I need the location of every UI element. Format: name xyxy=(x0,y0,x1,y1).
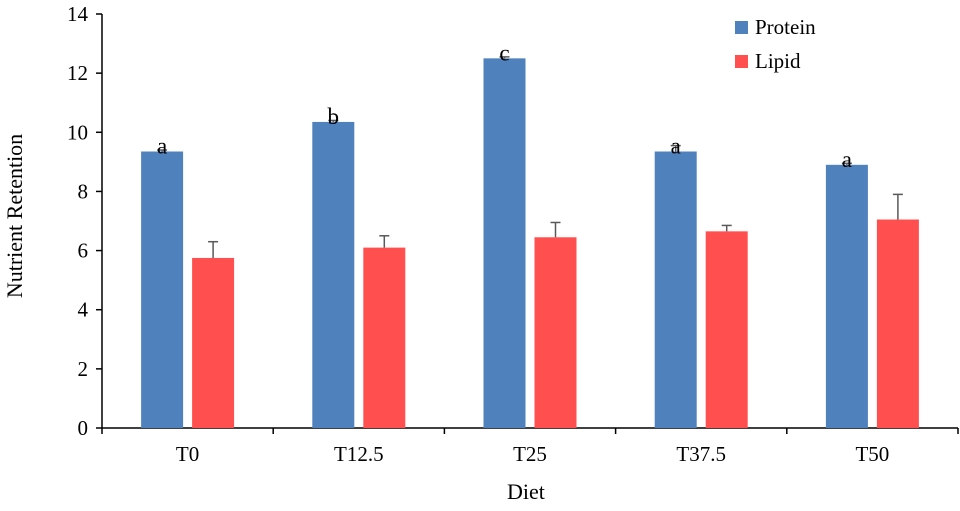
significance-label: a xyxy=(842,147,852,172)
x-axis-title: Diet xyxy=(507,479,545,504)
bar-lipid xyxy=(876,219,919,428)
y-tick-label: 14 xyxy=(67,2,89,26)
tick-labels: 0 2 4 6 8 10 12 14 T0 T12.5 T25 T37.5 T50 a b c a a xyxy=(67,2,889,466)
x-tick-label: T37.5 xyxy=(676,442,726,466)
x-tick-label: T0 xyxy=(176,442,199,466)
x-tick-label: T50 xyxy=(855,442,889,466)
bar-lipid xyxy=(534,237,577,428)
significance-label: c xyxy=(499,40,509,65)
significance-label: b xyxy=(328,104,340,129)
x-tick-label: T12.5 xyxy=(334,442,384,466)
y-tick-label: 6 xyxy=(78,239,89,263)
legend-swatch-lipid xyxy=(735,55,748,68)
significance-label: a xyxy=(157,134,167,159)
y-tick-label: 4 xyxy=(78,298,89,322)
bar-protein xyxy=(825,164,868,429)
bar-protein xyxy=(483,58,526,428)
y-axis-title: Nutrient Retention xyxy=(2,134,27,298)
bar-lipid xyxy=(705,231,748,428)
significance-label: a xyxy=(671,134,681,159)
y-tick-label: 0 xyxy=(78,416,89,440)
y-tick-label: 12 xyxy=(67,61,88,85)
y-tick-label: 8 xyxy=(78,179,89,203)
legend-label-protein: Protein xyxy=(755,15,816,39)
bar-protein xyxy=(141,151,184,428)
axes xyxy=(96,13,959,434)
y-tick-label: 10 xyxy=(67,120,88,144)
legend: Protein Lipid xyxy=(735,15,816,73)
legend-swatch-protein xyxy=(735,21,748,34)
x-tick-label: T25 xyxy=(513,442,547,466)
bar-lipid xyxy=(363,247,406,428)
bar-lipid xyxy=(192,257,235,428)
legend-label-lipid: Lipid xyxy=(755,49,801,73)
bars xyxy=(141,56,919,429)
y-tick-label: 2 xyxy=(78,357,89,381)
bar-protein xyxy=(312,121,355,428)
bar-protein xyxy=(654,151,697,428)
